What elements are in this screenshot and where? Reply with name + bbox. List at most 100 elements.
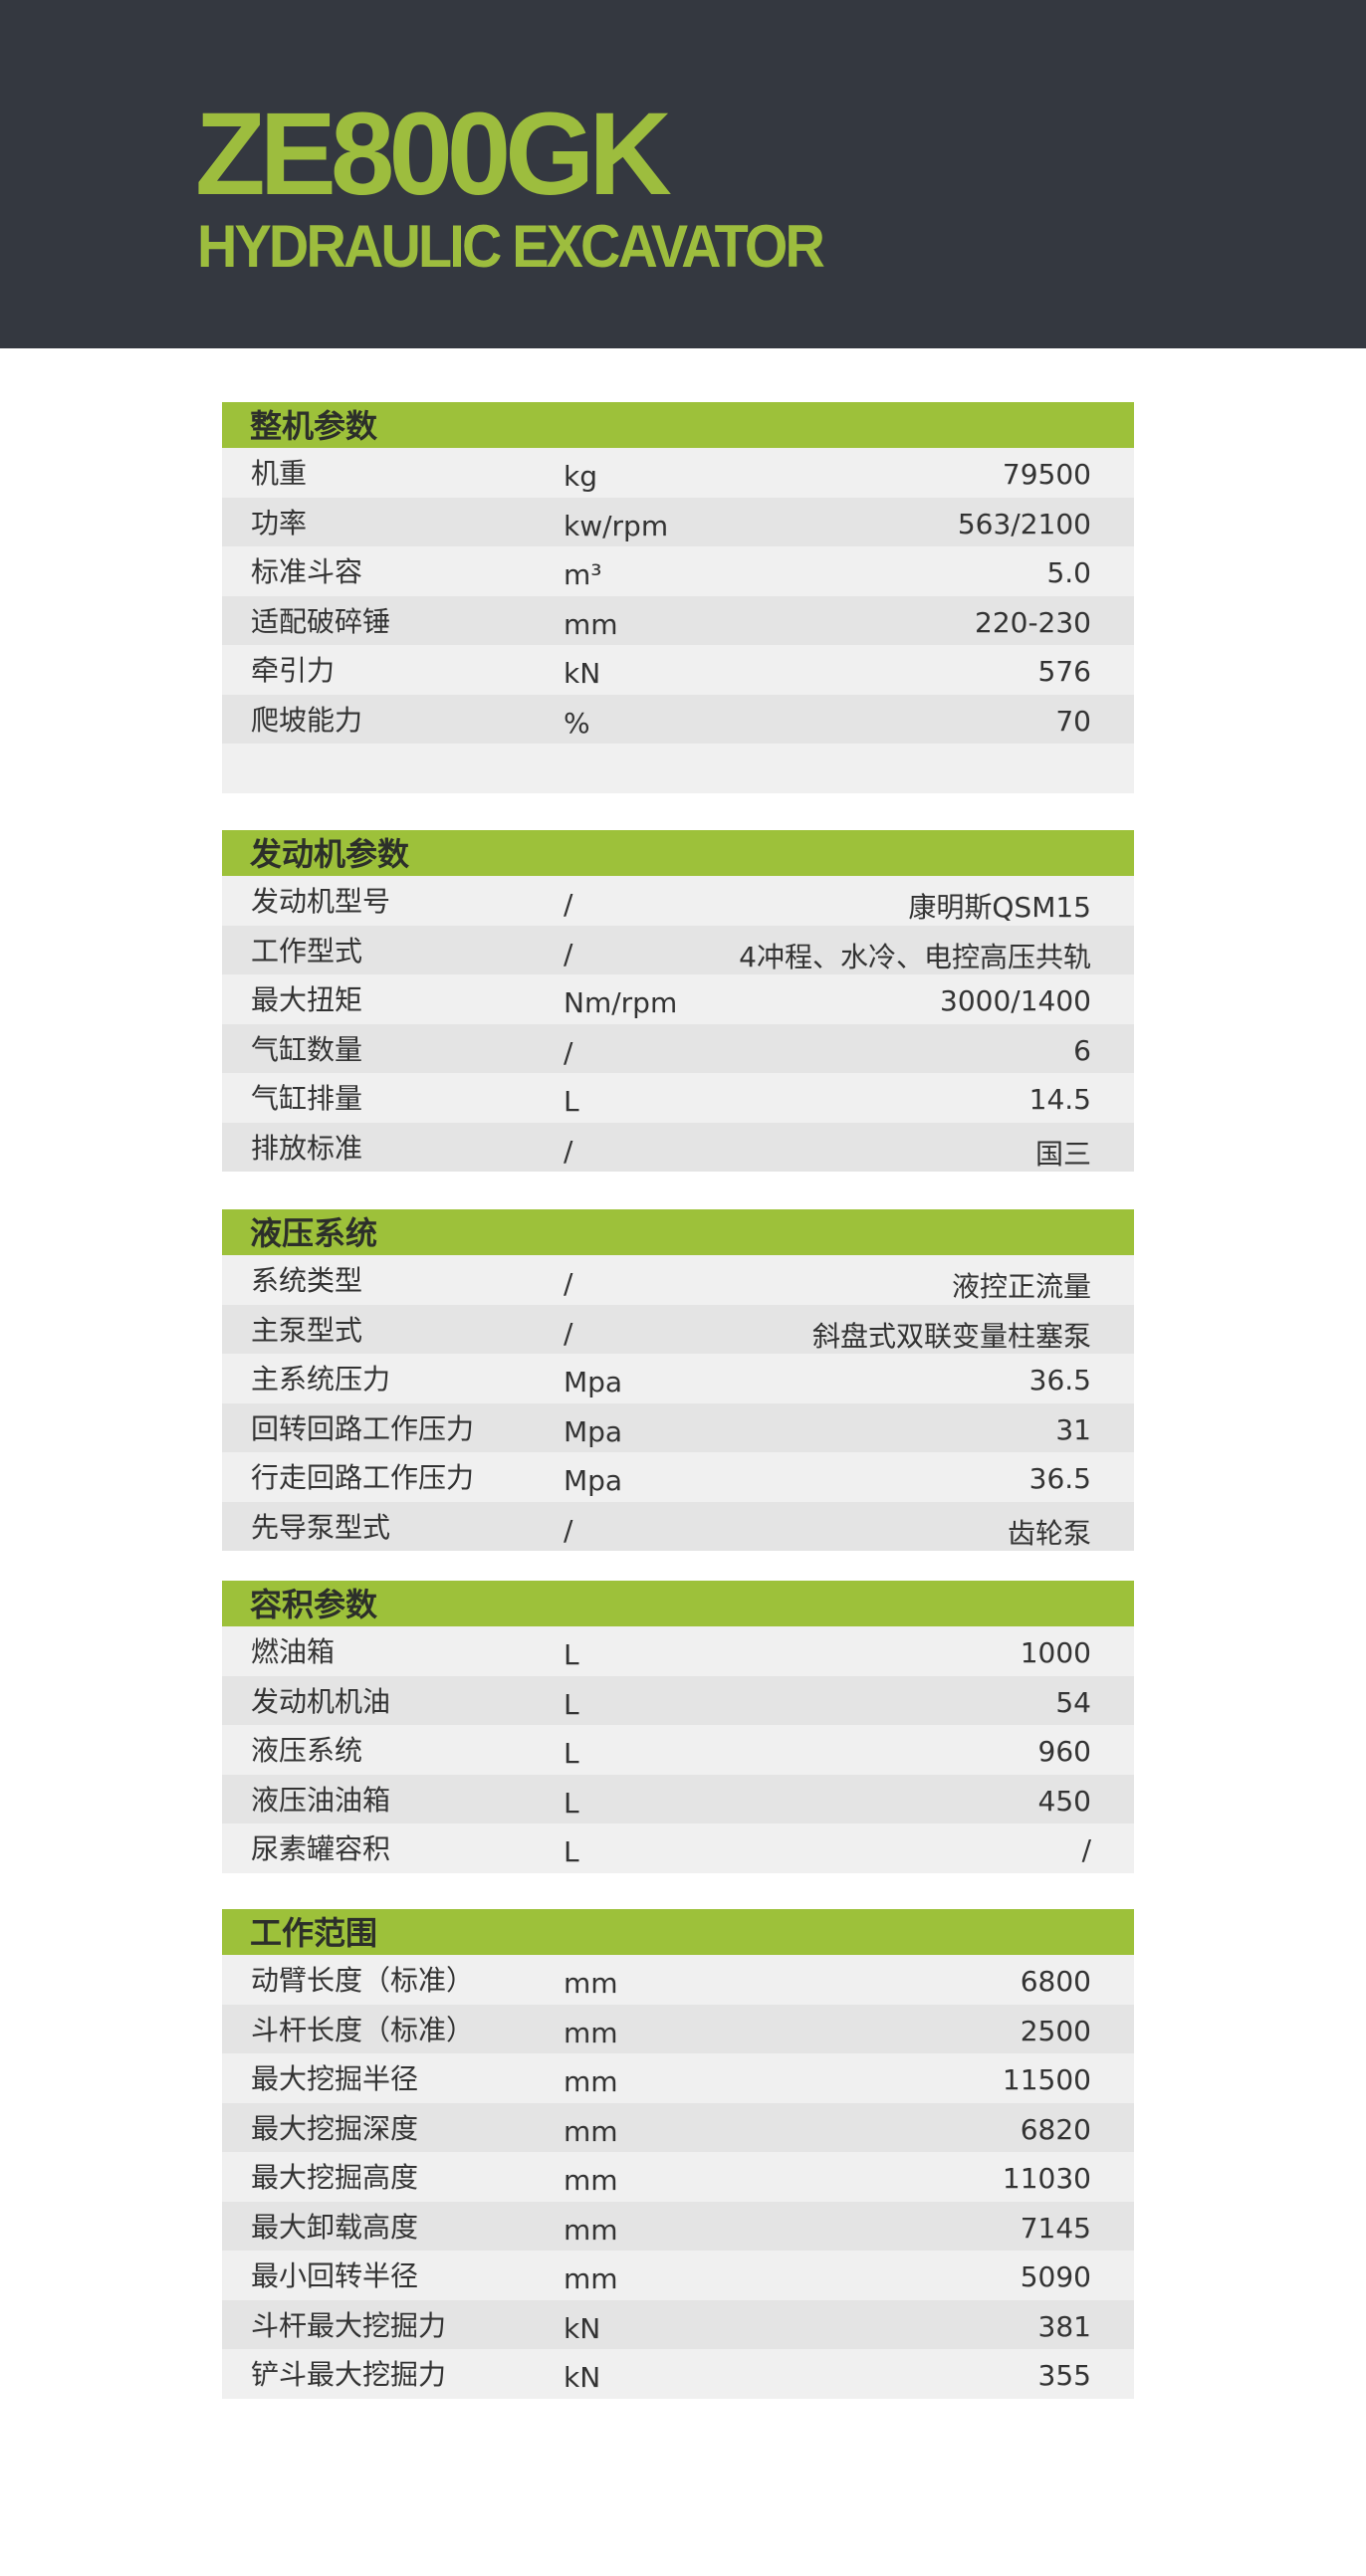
spec-row: 主泵型式 / 斜盘式双联变量柱塞泵 xyxy=(222,1304,1134,1354)
spec-value: 70 xyxy=(1055,704,1091,738)
spec-value: 6820 xyxy=(1020,2112,1091,2146)
spec-unit: L xyxy=(564,1638,579,1671)
spec-unit: kN xyxy=(564,2311,601,2345)
spec-value: 7145 xyxy=(1020,2211,1091,2245)
spec-row: 气缸排量 L 14.5 xyxy=(222,1073,1134,1123)
spec-value: 11500 xyxy=(1002,2063,1091,2096)
spec-value: 36.5 xyxy=(1028,1462,1091,1495)
spec-row: 铲斗最大挖掘力 kN 355 xyxy=(222,2349,1134,2399)
spec-row: 系统类型 / 液控正流量 xyxy=(222,1255,1134,1305)
spec-label: 功率 xyxy=(251,506,308,539)
spec-value: 斜盘式双联变量柱塞泵 xyxy=(811,1319,1091,1353)
spec-unit: Nm/rpm xyxy=(564,986,678,1019)
spec-row: 斗杆最大挖掘力 kN 381 xyxy=(222,2299,1134,2349)
spec-label: 主系统压力 xyxy=(251,1363,391,1395)
spec-label: 标准斗容 xyxy=(251,555,363,588)
spec-value: 36.5 xyxy=(1028,1364,1091,1396)
spec-row: 工作型式 / 4冲程、水冷、电控高压共轨 xyxy=(222,925,1134,974)
spec-row: 液压系统 L 960 xyxy=(222,1725,1134,1775)
spec-unit: / xyxy=(564,888,573,921)
spec-unit: Mpa xyxy=(564,1366,623,1398)
spec-value: 2500 xyxy=(1020,2014,1091,2047)
spec-row: 气缸数量 / 6 xyxy=(222,1023,1134,1073)
spec-row: 适配破碎锤 mm 220-230 xyxy=(222,595,1134,645)
spec-value: 79500 xyxy=(1002,458,1091,491)
spec-row: 发动机型号 / 康明斯QSM15 xyxy=(222,876,1134,926)
spec-unit: / xyxy=(564,1267,573,1300)
spec-label: 主泵型式 xyxy=(251,1313,363,1347)
spec-label: 机重 xyxy=(251,457,308,490)
spec-unit: mm xyxy=(564,2114,618,2148)
spec-row: 功率 kw/rpm 563/2100 xyxy=(222,497,1134,546)
spec-row: 燃油箱 L 1000 xyxy=(222,1626,1134,1676)
spec-row: 先导泵型式 / 齿轮泵 xyxy=(222,1501,1134,1551)
spec-label: 铲斗最大挖掘力 xyxy=(251,2358,447,2391)
spec-unit: / xyxy=(564,1035,573,1069)
spec-label: 先导泵型式 xyxy=(251,1510,391,1544)
spec-unit: kN xyxy=(564,657,601,690)
spec-row: 排放标准 / 国三 xyxy=(222,1122,1134,1172)
spec-row: 尿素罐容积 L / xyxy=(222,1824,1134,1873)
spec-row: 最大挖掘深度 mm 6820 xyxy=(222,2102,1134,2152)
spec-label: 最大挖掘高度 xyxy=(251,2161,419,2194)
section-engine-params: 发动机参数 发动机型号 / 康明斯QSM15 工作型式 / 4冲程、水冷、电控高压共轨 最大扭… xyxy=(222,830,1134,1172)
spec-unit: Mpa xyxy=(564,1464,623,1497)
spec-value: 31 xyxy=(1055,1412,1091,1446)
spec-unit: L xyxy=(564,1687,579,1721)
spec-row: 机重 kg 79500 xyxy=(222,448,1134,498)
model-title: ZE800GK xyxy=(195,89,672,220)
section-title: 工作范围 xyxy=(222,1909,1134,1955)
spec-unit: mm xyxy=(564,2065,618,2098)
spec-unit: mm xyxy=(564,2016,618,2049)
spec-row: 发动机机油 L 54 xyxy=(222,1675,1134,1725)
spec-label: 发动机机油 xyxy=(251,1684,391,1718)
spec-label: 斗杆最大挖掘力 xyxy=(251,2308,447,2342)
spec-row: 主系统压力 Mpa 36.5 xyxy=(222,1354,1134,1403)
spec-label: 液压系统 xyxy=(251,1734,363,1767)
spec-value: 5.0 xyxy=(1046,556,1091,589)
header-band: ZE800GK HYDRAULIC EXCAVATOR xyxy=(0,0,1366,348)
spec-label: 发动机型号 xyxy=(251,885,391,918)
spec-unit: mm xyxy=(564,2213,618,2247)
spec-label: 工作型式 xyxy=(251,934,363,967)
spec-value: 1000 xyxy=(1020,1636,1091,1669)
spec-label: 斗杆长度（标准） xyxy=(251,2013,475,2046)
spec-unit: kw/rpm xyxy=(564,509,669,542)
spec-label: 液压油油箱 xyxy=(251,1783,391,1817)
spec-label: 最小回转半径 xyxy=(251,2259,419,2292)
spec-label: 系统类型 xyxy=(251,1264,363,1297)
spec-label: 牵引力 xyxy=(251,654,336,687)
spec-row xyxy=(222,744,1134,793)
spec-row: 标准斗容 m³ 5.0 xyxy=(222,546,1134,596)
spec-row: 牵引力 kN 576 xyxy=(222,645,1134,695)
spec-unit: mm xyxy=(564,1967,618,2000)
spec-unit: / xyxy=(564,1134,573,1168)
spec-unit: Mpa xyxy=(564,1414,623,1448)
spec-value: 960 xyxy=(1037,1735,1091,1768)
spec-unit: / xyxy=(564,1513,573,1547)
spec-unit: kN xyxy=(564,2361,601,2394)
spec-label: 动臂长度（标准） xyxy=(251,1964,475,1997)
spec-value: 450 xyxy=(1037,1784,1091,1818)
spec-value: / xyxy=(1081,1833,1091,1866)
spec-row: 最大挖掘高度 mm 11030 xyxy=(222,2152,1134,2202)
section-working-range: 工作范围 动臂长度（标准） mm 6800 斗杆长度（标准） mm 2500 最大挖掘半径 mm… xyxy=(222,1909,1134,2399)
spec-unit: mm xyxy=(564,2164,618,2197)
spec-label: 燃油箱 xyxy=(251,1635,336,1668)
spec-label: 排放标准 xyxy=(251,1131,363,1165)
spec-unit: L xyxy=(564,1835,579,1868)
spec-value: 355 xyxy=(1037,2359,1091,2392)
spec-unit: L xyxy=(564,1737,579,1770)
spec-row: 最大扭矩 Nm/rpm 3000/1400 xyxy=(222,974,1134,1024)
spec-label: 气缸数量 xyxy=(251,1032,363,1066)
spec-unit: / xyxy=(564,937,573,970)
spec-label: 最大扭矩 xyxy=(251,983,363,1016)
section-title: 液压系统 xyxy=(222,1209,1134,1255)
spec-label: 尿素罐容积 xyxy=(251,1832,391,1865)
spec-label: 行走回路工作压力 xyxy=(251,1461,475,1494)
section-title: 容积参数 xyxy=(222,1581,1134,1626)
spec-value: 康明斯QSM15 xyxy=(908,891,1091,924)
spec-row: 回转回路工作压力 Mpa 31 xyxy=(222,1402,1134,1452)
spec-value: 6800 xyxy=(1020,1965,1091,1998)
spec-unit: m³ xyxy=(564,558,602,591)
